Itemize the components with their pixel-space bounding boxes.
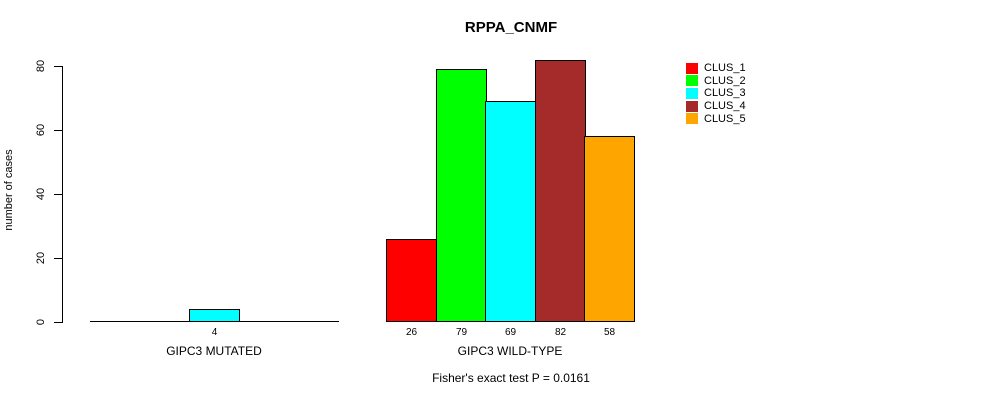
bar-value-label: 82 <box>554 327 567 338</box>
legend-item-CLUS_5: CLUS_5 <box>686 112 746 125</box>
bar-value-label: 79 <box>455 327 468 338</box>
legend-swatch <box>686 87 698 99</box>
y-axis-tick <box>54 194 62 195</box>
y-axis-line <box>62 66 63 323</box>
y-axis-tick <box>54 66 62 67</box>
zero-height-bar-CLUS_5 <box>288 321 339 322</box>
y-axis-tick <box>54 322 62 323</box>
y-axis-tick-label: 80 <box>35 59 47 73</box>
bar-value-label: 58 <box>603 327 616 338</box>
legend: CLUS_1 CLUS_2 CLUS_3 CLUS_4 CLUS_5 <box>686 62 746 125</box>
bar-CLUS_2 <box>436 69 487 322</box>
bar-value-label: 69 <box>504 327 517 338</box>
y-axis-tick-label: 20 <box>35 251 47 265</box>
legend-swatch <box>686 75 698 87</box>
bar-CLUS_3 <box>189 309 240 322</box>
bar-CLUS_4 <box>535 60 586 322</box>
fisher-test-annotation: Fisher's exact test P = 0.0161 <box>432 371 590 385</box>
y-axis-tick <box>54 258 62 259</box>
legend-swatch <box>686 100 698 112</box>
x-group-label-mutated: GIPC3 MUTATED <box>166 344 262 358</box>
legend-item-CLUS_1: CLUS_1 <box>686 62 746 75</box>
zero-height-bar-CLUS_2 <box>140 321 191 322</box>
bar-value-label: 4 <box>211 327 218 338</box>
chart-title: RPPA_CNMF <box>464 19 558 36</box>
legend-swatch <box>686 62 698 74</box>
legend-swatch <box>686 113 698 125</box>
bar-value-label: 26 <box>405 327 418 338</box>
legend-label: CLUS_4 <box>704 100 746 113</box>
bar-CLUS_5 <box>584 136 635 322</box>
bar-CLUS_1 <box>386 239 437 322</box>
x-group-label-wild-type: GIPC3 WILD-TYPE <box>457 344 563 358</box>
y-axis-tick-label: 40 <box>35 187 47 201</box>
legend-label: CLUS_2 <box>704 74 746 87</box>
legend-item-CLUS_2: CLUS_2 <box>686 75 746 88</box>
zero-height-bar-CLUS_4 <box>239 321 290 322</box>
y-axis-tick-label: 60 <box>35 123 47 137</box>
legend-label: CLUS_5 <box>704 112 746 125</box>
y-axis-tick-label: 0 <box>35 318 47 326</box>
legend-item-CLUS_3: CLUS_3 <box>686 87 746 100</box>
legend-label: CLUS_1 <box>704 62 746 75</box>
legend-item-CLUS_4: CLUS_4 <box>686 100 746 113</box>
legend-label: CLUS_3 <box>704 87 746 100</box>
bar-CLUS_3 <box>485 101 536 322</box>
zero-height-bar-CLUS_1 <box>90 321 141 322</box>
y-axis-tick <box>54 130 62 131</box>
